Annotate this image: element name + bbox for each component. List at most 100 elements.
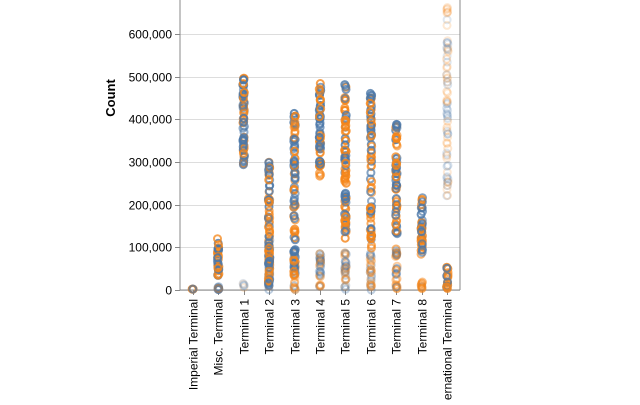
data-point xyxy=(290,200,300,210)
data-point xyxy=(366,155,376,165)
data-point xyxy=(443,132,452,142)
data-point xyxy=(340,266,350,276)
data-point xyxy=(264,224,274,234)
data-point xyxy=(314,267,324,276)
data-point xyxy=(340,122,350,132)
data-point xyxy=(442,73,452,83)
data-point xyxy=(442,74,452,84)
data-point xyxy=(239,108,249,118)
x-tick-label: Terminal 6 xyxy=(365,299,379,355)
data-point xyxy=(366,218,376,228)
x-tick-label: Imperial Terminal xyxy=(187,299,201,390)
data-point xyxy=(443,129,453,139)
data-point xyxy=(315,253,325,263)
data-point xyxy=(289,256,299,266)
data-point xyxy=(391,248,401,258)
data-point xyxy=(443,144,453,153)
data-point xyxy=(417,239,427,249)
data-point xyxy=(442,4,452,14)
data-point xyxy=(315,252,325,262)
data-point xyxy=(391,210,401,220)
data-point xyxy=(442,77,452,87)
data-point xyxy=(442,122,452,132)
data-point xyxy=(314,133,324,142)
data-point xyxy=(366,274,376,284)
data-point xyxy=(315,257,325,266)
data-point xyxy=(391,252,401,261)
data-point xyxy=(392,284,402,294)
data-point xyxy=(239,280,248,290)
data-point xyxy=(315,267,325,277)
data-point xyxy=(442,98,452,108)
data-point xyxy=(213,284,223,294)
data-point xyxy=(443,47,453,57)
data-point xyxy=(340,251,350,261)
data-point xyxy=(442,38,452,48)
data-point xyxy=(316,100,325,110)
data-point xyxy=(366,276,376,285)
data-point xyxy=(442,99,452,109)
data-point xyxy=(340,227,350,237)
data-point xyxy=(442,57,452,67)
data-point xyxy=(367,281,377,291)
data-point xyxy=(367,141,377,151)
data-point xyxy=(264,266,274,276)
data-point xyxy=(239,113,249,123)
data-point xyxy=(443,174,453,184)
data-point xyxy=(214,283,223,293)
data-point xyxy=(443,116,453,126)
data-point xyxy=(392,249,402,259)
data-point xyxy=(365,267,375,277)
data-point xyxy=(442,87,452,96)
data-point xyxy=(391,265,401,275)
data-point xyxy=(442,97,452,106)
data-point xyxy=(239,88,249,97)
data-point xyxy=(392,282,402,292)
data-point xyxy=(442,191,452,201)
data-point xyxy=(442,5,452,15)
data-point xyxy=(391,269,401,279)
data-point xyxy=(340,282,350,292)
data-point xyxy=(443,113,453,123)
data-point xyxy=(366,256,376,266)
data-point xyxy=(392,274,402,284)
data-point xyxy=(443,7,453,17)
data-point xyxy=(442,282,452,292)
data-point xyxy=(366,116,376,126)
data-point xyxy=(238,278,248,288)
data-point xyxy=(341,262,351,272)
data-point xyxy=(290,111,300,121)
data-point xyxy=(264,278,274,288)
data-point xyxy=(442,54,452,64)
data-point xyxy=(341,274,351,284)
data-point xyxy=(213,259,223,269)
data-point xyxy=(315,281,325,291)
data-point xyxy=(391,172,401,182)
data-point xyxy=(265,227,275,237)
data-point xyxy=(442,110,452,119)
data-point xyxy=(264,206,274,216)
data-point xyxy=(391,183,401,193)
data-point xyxy=(391,269,401,279)
data-point xyxy=(315,255,325,265)
data-point xyxy=(340,263,350,273)
data-point xyxy=(290,122,300,131)
x-tick-label: Terminal 5 xyxy=(339,299,353,355)
data-point xyxy=(442,177,452,187)
data-points xyxy=(187,3,453,295)
data-point xyxy=(366,111,376,121)
data-point xyxy=(340,264,350,274)
data-point xyxy=(340,262,350,272)
data-point xyxy=(341,249,351,259)
data-point xyxy=(366,282,376,292)
data-point xyxy=(316,259,326,269)
data-point xyxy=(417,245,427,255)
data-point xyxy=(366,90,376,100)
data-point xyxy=(341,270,350,280)
data-point xyxy=(290,117,300,127)
data-point xyxy=(392,249,402,259)
data-point xyxy=(392,247,402,257)
data-point xyxy=(340,249,350,259)
data-point xyxy=(392,264,401,274)
data-point xyxy=(366,282,376,292)
